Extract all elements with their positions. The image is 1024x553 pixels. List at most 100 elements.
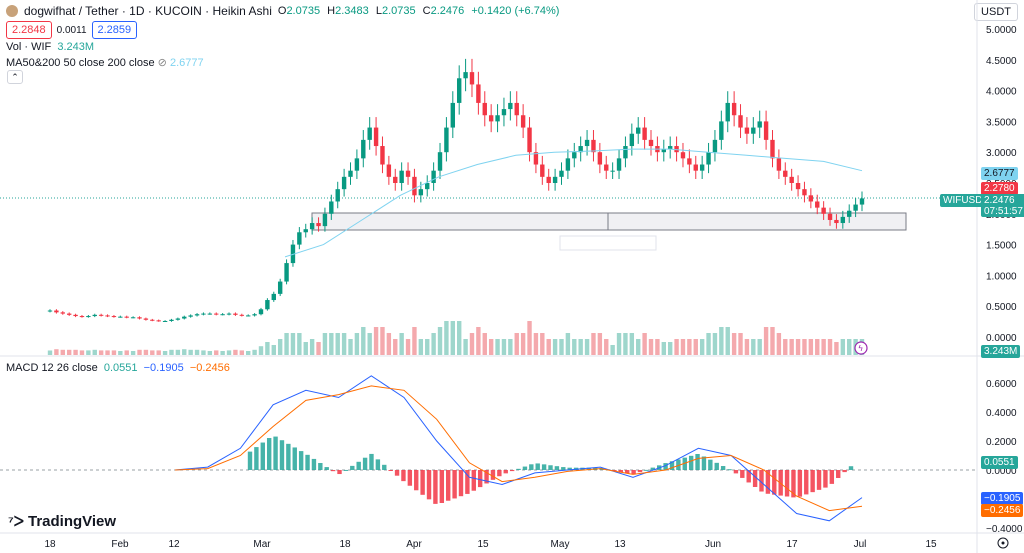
histogram-bar	[369, 453, 374, 470]
volume-bar	[66, 349, 72, 355]
candle-body	[450, 102, 456, 128]
candle-body	[367, 127, 372, 140]
histogram-bar	[298, 451, 304, 470]
candle-body	[437, 152, 443, 171]
volume-bar	[239, 350, 245, 355]
collapse-legend-icon[interactable]: ⌃	[7, 70, 23, 84]
time-axis[interactable]: 18 Feb 12 Mar 18 Apr 15 May 13 Jun 17 Jul 15	[44, 539, 937, 550]
candle-body	[73, 314, 78, 317]
candle-body	[361, 139, 366, 159]
last-price-tag: 2.2476 07:51:57	[981, 194, 1024, 217]
histogram-bar	[561, 467, 566, 470]
candle-body	[98, 314, 104, 316]
volume-bar	[73, 349, 78, 355]
candle-body	[284, 263, 289, 282]
volume-bar	[482, 333, 487, 355]
ohlc-readout: O2.0735 H2.3483 L2.0735 C2.2476 +0.1420 …	[277, 5, 560, 17]
volume-bar	[552, 339, 558, 355]
histogram-bar	[612, 470, 617, 471]
volume-bar	[795, 339, 801, 355]
volume-bar	[572, 339, 577, 355]
volume-tag: 3.243M	[981, 345, 1021, 358]
volume-bar	[386, 333, 392, 355]
volume-bar	[687, 339, 692, 355]
range-rectangle-drawing[interactable]	[311, 212, 907, 231]
histogram-bar	[740, 470, 745, 478]
volume-legend[interactable]: Vol · WIF 3.243M	[6, 41, 95, 53]
signal-tag: −0.1905	[981, 492, 1024, 505]
volume-bar	[623, 333, 628, 355]
time-axis-tick: Feb	[111, 539, 129, 550]
histogram-bar	[567, 467, 572, 470]
candle-body	[527, 127, 532, 153]
volume-bar	[591, 333, 596, 355]
histogram-bar	[311, 458, 317, 470]
candle-body	[431, 170, 436, 183]
volume-bar	[425, 339, 430, 355]
volume-bar	[322, 333, 328, 355]
volume-bar	[137, 349, 142, 355]
histogram-bar	[247, 451, 253, 470]
histogram-bar	[695, 454, 700, 470]
ma-legend[interactable]: MA50&200 50 close 200 close ⊘ 2.6777	[6, 57, 204, 69]
volume-bar	[124, 350, 129, 355]
candle-body	[591, 139, 596, 153]
candle-body	[130, 317, 136, 319]
histogram-bar	[765, 470, 771, 494]
volume-bar	[226, 350, 232, 355]
histogram-bar	[292, 447, 297, 470]
volume-bar	[597, 333, 603, 355]
candle-body	[751, 127, 756, 134]
candle-body	[265, 300, 270, 310]
candle-body	[476, 84, 481, 103]
bid-button[interactable]: 2.2848	[6, 21, 52, 39]
volume-bar	[738, 333, 743, 355]
currency-button[interactable]: USDT	[974, 3, 1018, 21]
price-axis-tick: 5.0000	[986, 25, 1017, 36]
candle-body	[54, 310, 59, 313]
volume-bar	[175, 349, 181, 355]
candle-body	[271, 293, 276, 301]
candle-body	[584, 139, 590, 147]
volume-bar	[431, 333, 436, 355]
histogram-bar	[471, 470, 476, 491]
volume-bar	[252, 349, 257, 355]
tradingview-logo[interactable]: ⁷ᐳ TradingView	[8, 513, 117, 530]
volume-bar	[348, 339, 353, 355]
volume-bar	[60, 349, 65, 355]
time-axis-tick: Mar	[253, 539, 271, 550]
candle-body	[808, 195, 814, 202]
histogram-bar	[362, 457, 368, 470]
histogram-bar	[266, 438, 272, 470]
volume-bar	[309, 339, 315, 355]
histogram-bar	[503, 470, 508, 474]
volume-bar	[636, 339, 641, 355]
time-axis-tick: Jun	[705, 539, 721, 550]
price-axis-tick: 4.0000	[986, 87, 1017, 98]
macd-legend[interactable]: MACD 12 26 close 0.0551 −0.1905 −0.2456	[6, 362, 230, 374]
volume-bar	[661, 342, 666, 355]
macd-tag: 0.0551	[981, 456, 1018, 469]
macd-line	[174, 375, 863, 522]
volume-bar	[98, 350, 104, 355]
candle-body	[79, 316, 85, 318]
candle-body	[214, 313, 219, 315]
candle-body	[795, 183, 801, 190]
symbol-title[interactable]: dogwifhat / Tether · 1D · KUCOIN · Heiki…	[24, 4, 272, 18]
candle-body	[386, 164, 392, 177]
volume-bar	[629, 333, 635, 355]
histogram-bar	[305, 454, 310, 470]
candle-body	[329, 201, 334, 214]
ask-button[interactable]: 2.2859	[91, 21, 138, 39]
candle-body	[667, 146, 673, 150]
lightning-event-icon[interactable]	[854, 341, 868, 355]
drawing-label-box[interactable]	[559, 235, 657, 251]
candle-body	[495, 115, 500, 122]
candle-body	[712, 139, 718, 153]
macd-axis-tick: 0.6000	[986, 379, 1017, 390]
settings-gear-icon[interactable]	[997, 537, 1009, 549]
volume-bar	[329, 333, 334, 355]
candle-body	[354, 158, 360, 171]
volume-bar	[162, 351, 168, 355]
